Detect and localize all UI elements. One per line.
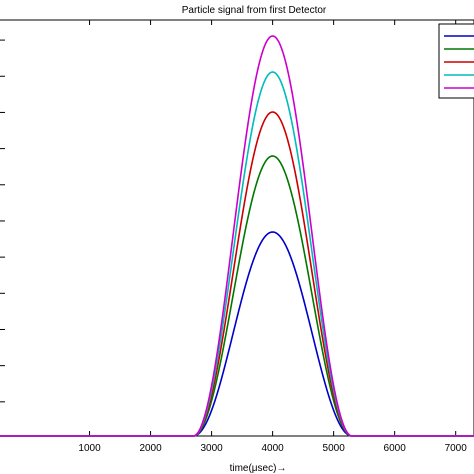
x-tick-label: 6000 — [384, 443, 407, 454]
plot-frame — [0, 19, 474, 437]
x-tick-label: 7000 — [445, 443, 468, 454]
x-tick-label: 4000 — [261, 443, 284, 454]
x-axis-ticks: 1000 2000 3000 4000 5000 6000 7000 — [78, 20, 467, 454]
x-axis-label: time(μsec)→ — [230, 463, 287, 474]
legend — [438, 23, 474, 99]
x-tick-label: 3000 — [200, 443, 223, 454]
plot-area — [0, 19, 474, 437]
series-line-1 — [0, 231, 474, 437]
chart-title: Particle signal from first Detector — [182, 5, 327, 16]
legend-box — [438, 23, 474, 99]
x-tick-label: 2000 — [139, 443, 162, 454]
x-tick-label: 1000 — [78, 443, 101, 454]
series-line-4 — [0, 71, 474, 437]
x-tick-label: 5000 — [323, 443, 346, 454]
series-line-5 — [0, 35, 474, 437]
series-lines — [0, 35, 474, 437]
y-axis-ticks — [0, 39, 5, 403]
